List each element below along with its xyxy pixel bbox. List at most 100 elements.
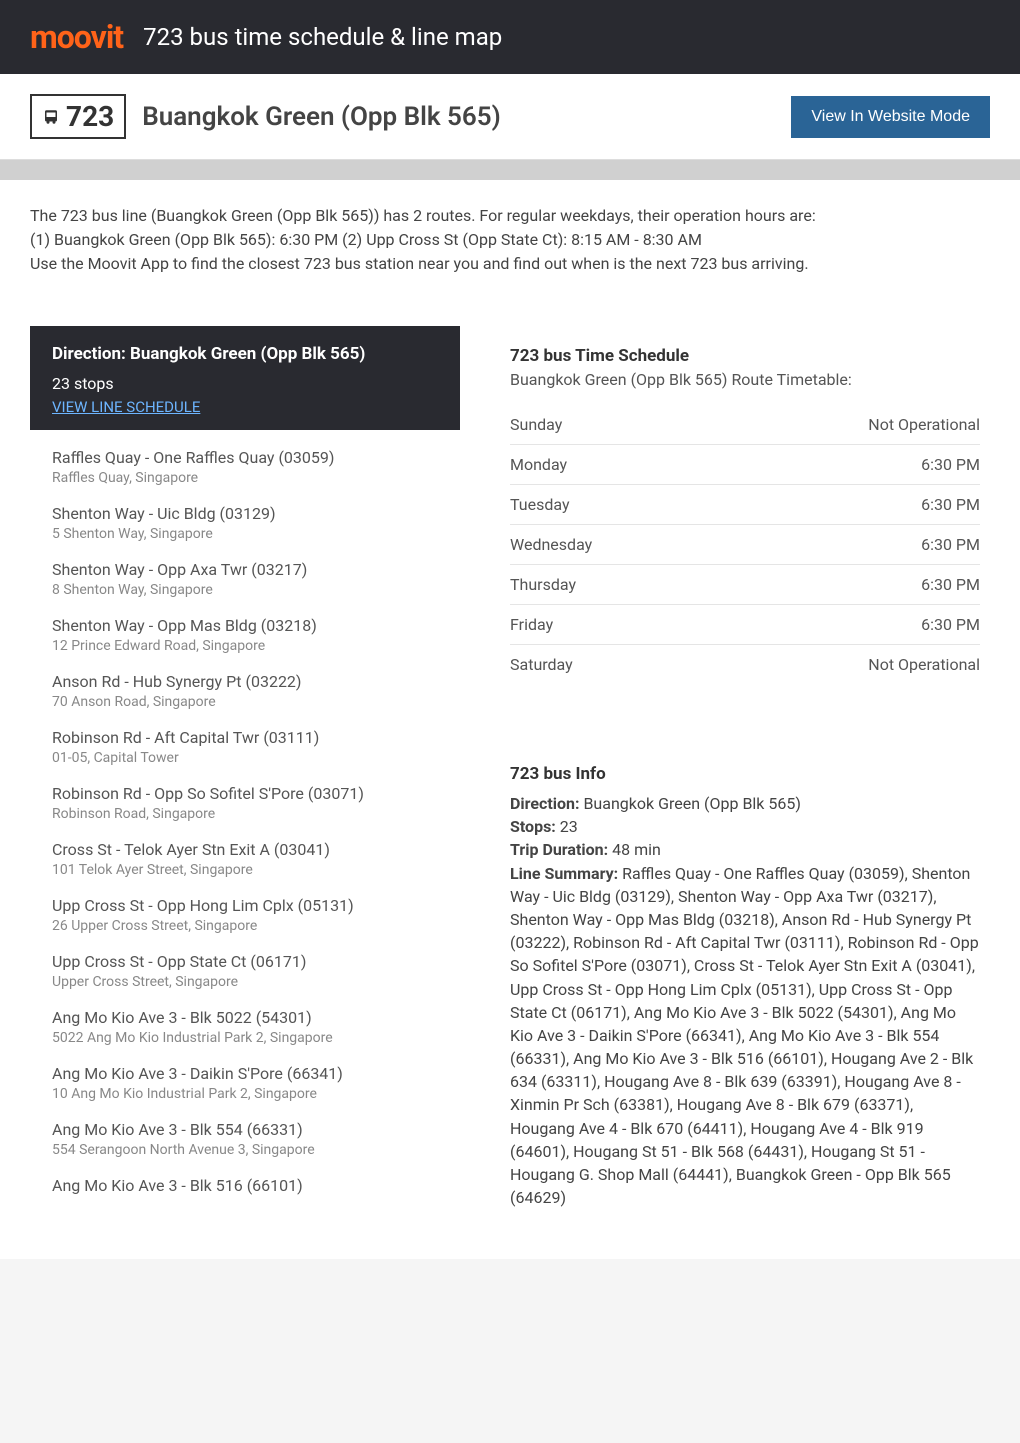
schedule-row: Friday 6:30 PM (510, 605, 980, 645)
right-column: 723 bus Time Schedule Buangkok Green (Op… (500, 326, 990, 1229)
stop-name: Upp Cross St - Opp State Ct (06171) (52, 952, 438, 971)
schedule-day: Wednesday (510, 535, 592, 554)
stop-item: Upp Cross St - Opp State Ct (06171) Upper… (52, 952, 438, 990)
sub-header: 723 Buangkok Green (Opp Blk 565) View In… (0, 74, 1020, 160)
intro-line-2: (1) Buangkok Green (Opp Blk 565): 6:30 P… (30, 228, 990, 252)
divider-bar (0, 160, 1020, 180)
schedule-row: Thursday 6:30 PM (510, 565, 980, 605)
schedule-time: 6:30 PM (921, 575, 980, 594)
stop-address: 12 Prince Edward Road, Singapore (52, 638, 438, 654)
info-summary-label: Line Summary: (510, 864, 618, 883)
stop-name: Shenton Way - Uic Bldg (03129) (52, 504, 438, 523)
stop-address: 8 Shenton Way, Singapore (52, 582, 438, 598)
stops-list: Raffles Quay - One Raffles Quay (03059) R… (30, 430, 460, 1195)
schedule-row: Tuesday 6:30 PM (510, 485, 980, 525)
info-direction-label: Direction: (510, 794, 579, 813)
intro-line-3: Use the Moovit App to find the closest 7… (30, 252, 990, 276)
main-header: moovit 723 bus time schedule & line map (0, 0, 1020, 74)
stop-name: Robinson Rd - Opp So Sofitel S'Pore (030… (52, 784, 438, 803)
schedule-time: Not Operational (868, 655, 980, 674)
stop-name: Raffles Quay - One Raffles Quay (03059) (52, 448, 438, 467)
stop-item: Upp Cross St - Opp Hong Lim Cplx (05131)… (52, 896, 438, 934)
stop-name: Shenton Way - Opp Mas Bldg (03218) (52, 616, 438, 635)
route-number: 723 (66, 100, 114, 133)
route-badge: 723 Buangkok Green (Opp Blk 565) (30, 94, 501, 139)
schedule-day: Sunday (510, 415, 562, 434)
stop-address: 26 Upper Cross Street, Singapore (52, 918, 438, 934)
view-schedule-link[interactable]: VIEW LINE SCHEDULE (52, 398, 200, 416)
stop-name: Cross St - Telok Ayer Stn Exit A (03041) (52, 840, 438, 859)
page-title: 723 bus time schedule & line map (143, 23, 502, 51)
schedule-time: 6:30 PM (921, 615, 980, 634)
schedule-time: 6:30 PM (921, 535, 980, 554)
moovit-logo: moovit (30, 18, 123, 56)
stop-item: Raffles Quay - One Raffles Quay (03059) R… (52, 448, 438, 486)
schedule-row: Sunday Not Operational (510, 405, 980, 445)
info-stops-value: 23 (556, 817, 578, 836)
stop-address: 10 Ang Mo Kio Industrial Park 2, Singapo… (52, 1086, 438, 1102)
info-stops: Stops: 23 (510, 815, 980, 838)
route-number-box: 723 (30, 94, 126, 139)
schedule-time: 6:30 PM (921, 455, 980, 474)
info-direction: Direction: Buangkok Green (Opp Blk 565) (510, 792, 980, 815)
stop-item: Robinson Rd - Aft Capital Twr (03111) 01-… (52, 728, 438, 766)
stop-address: Upper Cross Street, Singapore (52, 974, 438, 990)
intro-section: The 723 bus line (Buangkok Green (Opp Bl… (0, 180, 1020, 306)
schedule-day: Tuesday (510, 495, 570, 514)
stop-address: 554 Serangoon North Avenue 3, Singapore (52, 1142, 438, 1158)
stop-item: Cross St - Telok Ayer Stn Exit A (03041)… (52, 840, 438, 878)
left-column: Direction: Buangkok Green (Opp Blk 565) … (30, 326, 460, 1213)
stop-address: 01-05, Capital Tower (52, 750, 438, 766)
stop-address: 5022 Ang Mo Kio Industrial Park 2, Singa… (52, 1030, 438, 1046)
stop-item: Shenton Way - Opp Axa Twr (03217) 8 Shent… (52, 560, 438, 598)
stop-name: Ang Mo Kio Ave 3 - Blk 554 (66331) (52, 1120, 438, 1139)
schedule-row: Saturday Not Operational (510, 645, 980, 684)
schedule-time: 6:30 PM (921, 495, 980, 514)
stop-address: 5 Shenton Way, Singapore (52, 526, 438, 542)
stop-item: Ang Mo Kio Ave 3 - Blk 5022 (54301) 5022 … (52, 1008, 438, 1046)
stop-name: Shenton Way - Opp Axa Twr (03217) (52, 560, 438, 579)
info-title: 723 bus Info (510, 764, 980, 784)
stop-item: Ang Mo Kio Ave 3 - Daikin S'Pore (66341)… (52, 1064, 438, 1102)
stop-address: 70 Anson Road, Singapore (52, 694, 438, 710)
stop-name: Anson Rd - Hub Synergy Pt (03222) (52, 672, 438, 691)
stop-name: Ang Mo Kio Ave 3 - Blk 5022 (54301) (52, 1008, 438, 1027)
stop-address: Raffles Quay, Singapore (52, 470, 438, 486)
info-duration-value: 48 min (608, 840, 661, 859)
info-direction-value: Buangkok Green (Opp Blk 565) (579, 794, 800, 813)
info-stops-label: Stops: (510, 817, 556, 836)
bus-icon (42, 108, 60, 126)
info-duration: Trip Duration: 48 min (510, 838, 980, 861)
schedule-time: Not Operational (868, 415, 980, 434)
stop-item: Shenton Way - Uic Bldg (03129) 5 Shenton … (52, 504, 438, 542)
info-summary: Line Summary: Raffles Quay - One Raffles… (510, 862, 980, 1210)
stop-item: Robinson Rd - Opp So Sofitel S'Pore (030… (52, 784, 438, 822)
stop-name: Ang Mo Kio Ave 3 - Blk 516 (66101) (52, 1176, 438, 1195)
route-name: Buangkok Green (Opp Blk 565) (142, 102, 501, 132)
schedule-day: Thursday (510, 575, 576, 594)
stop-name: Robinson Rd - Aft Capital Twr (03111) (52, 728, 438, 747)
stop-address: 101 Telok Ayer Street, Singapore (52, 862, 438, 878)
intro-line-1: The 723 bus line (Buangkok Green (Opp Bl… (30, 204, 990, 228)
stop-item: Shenton Way - Opp Mas Bldg (03218) 12 Pri… (52, 616, 438, 654)
direction-title: Direction: Buangkok Green (Opp Blk 565) (52, 344, 438, 364)
schedule-row: Wednesday 6:30 PM (510, 525, 980, 565)
schedule-subtitle: Buangkok Green (Opp Blk 565) Route Timet… (510, 370, 980, 389)
stop-item: Ang Mo Kio Ave 3 - Blk 516 (66101) (52, 1176, 438, 1195)
stop-item: Anson Rd - Hub Synergy Pt (03222) 70 Anso… (52, 672, 438, 710)
stop-name: Upp Cross St - Opp Hong Lim Cplx (05131) (52, 896, 438, 915)
schedule-table: SundayNot OperationalMonday6:30 PMTuesda… (510, 405, 980, 684)
stops-count: 23 stops (52, 374, 438, 393)
schedule-row: Monday 6:30 PM (510, 445, 980, 485)
info-summary-value: Raffles Quay - One Raffles Quay (03059),… (510, 864, 979, 1208)
schedule-panel: 723 bus Time Schedule Buangkok Green (Op… (500, 326, 990, 704)
stop-name: Ang Mo Kio Ave 3 - Daikin S'Pore (66341) (52, 1064, 438, 1083)
schedule-day: Saturday (510, 655, 573, 674)
schedule-day: Friday (510, 615, 553, 634)
info-duration-label: Trip Duration: (510, 840, 608, 859)
schedule-title: 723 bus Time Schedule (510, 346, 980, 366)
view-website-button[interactable]: View In Website Mode (791, 96, 990, 138)
content-area: Direction: Buangkok Green (Opp Blk 565) … (0, 306, 1020, 1259)
schedule-day: Monday (510, 455, 567, 474)
info-panel: 723 bus Info Direction: Buangkok Green (… (500, 744, 990, 1229)
